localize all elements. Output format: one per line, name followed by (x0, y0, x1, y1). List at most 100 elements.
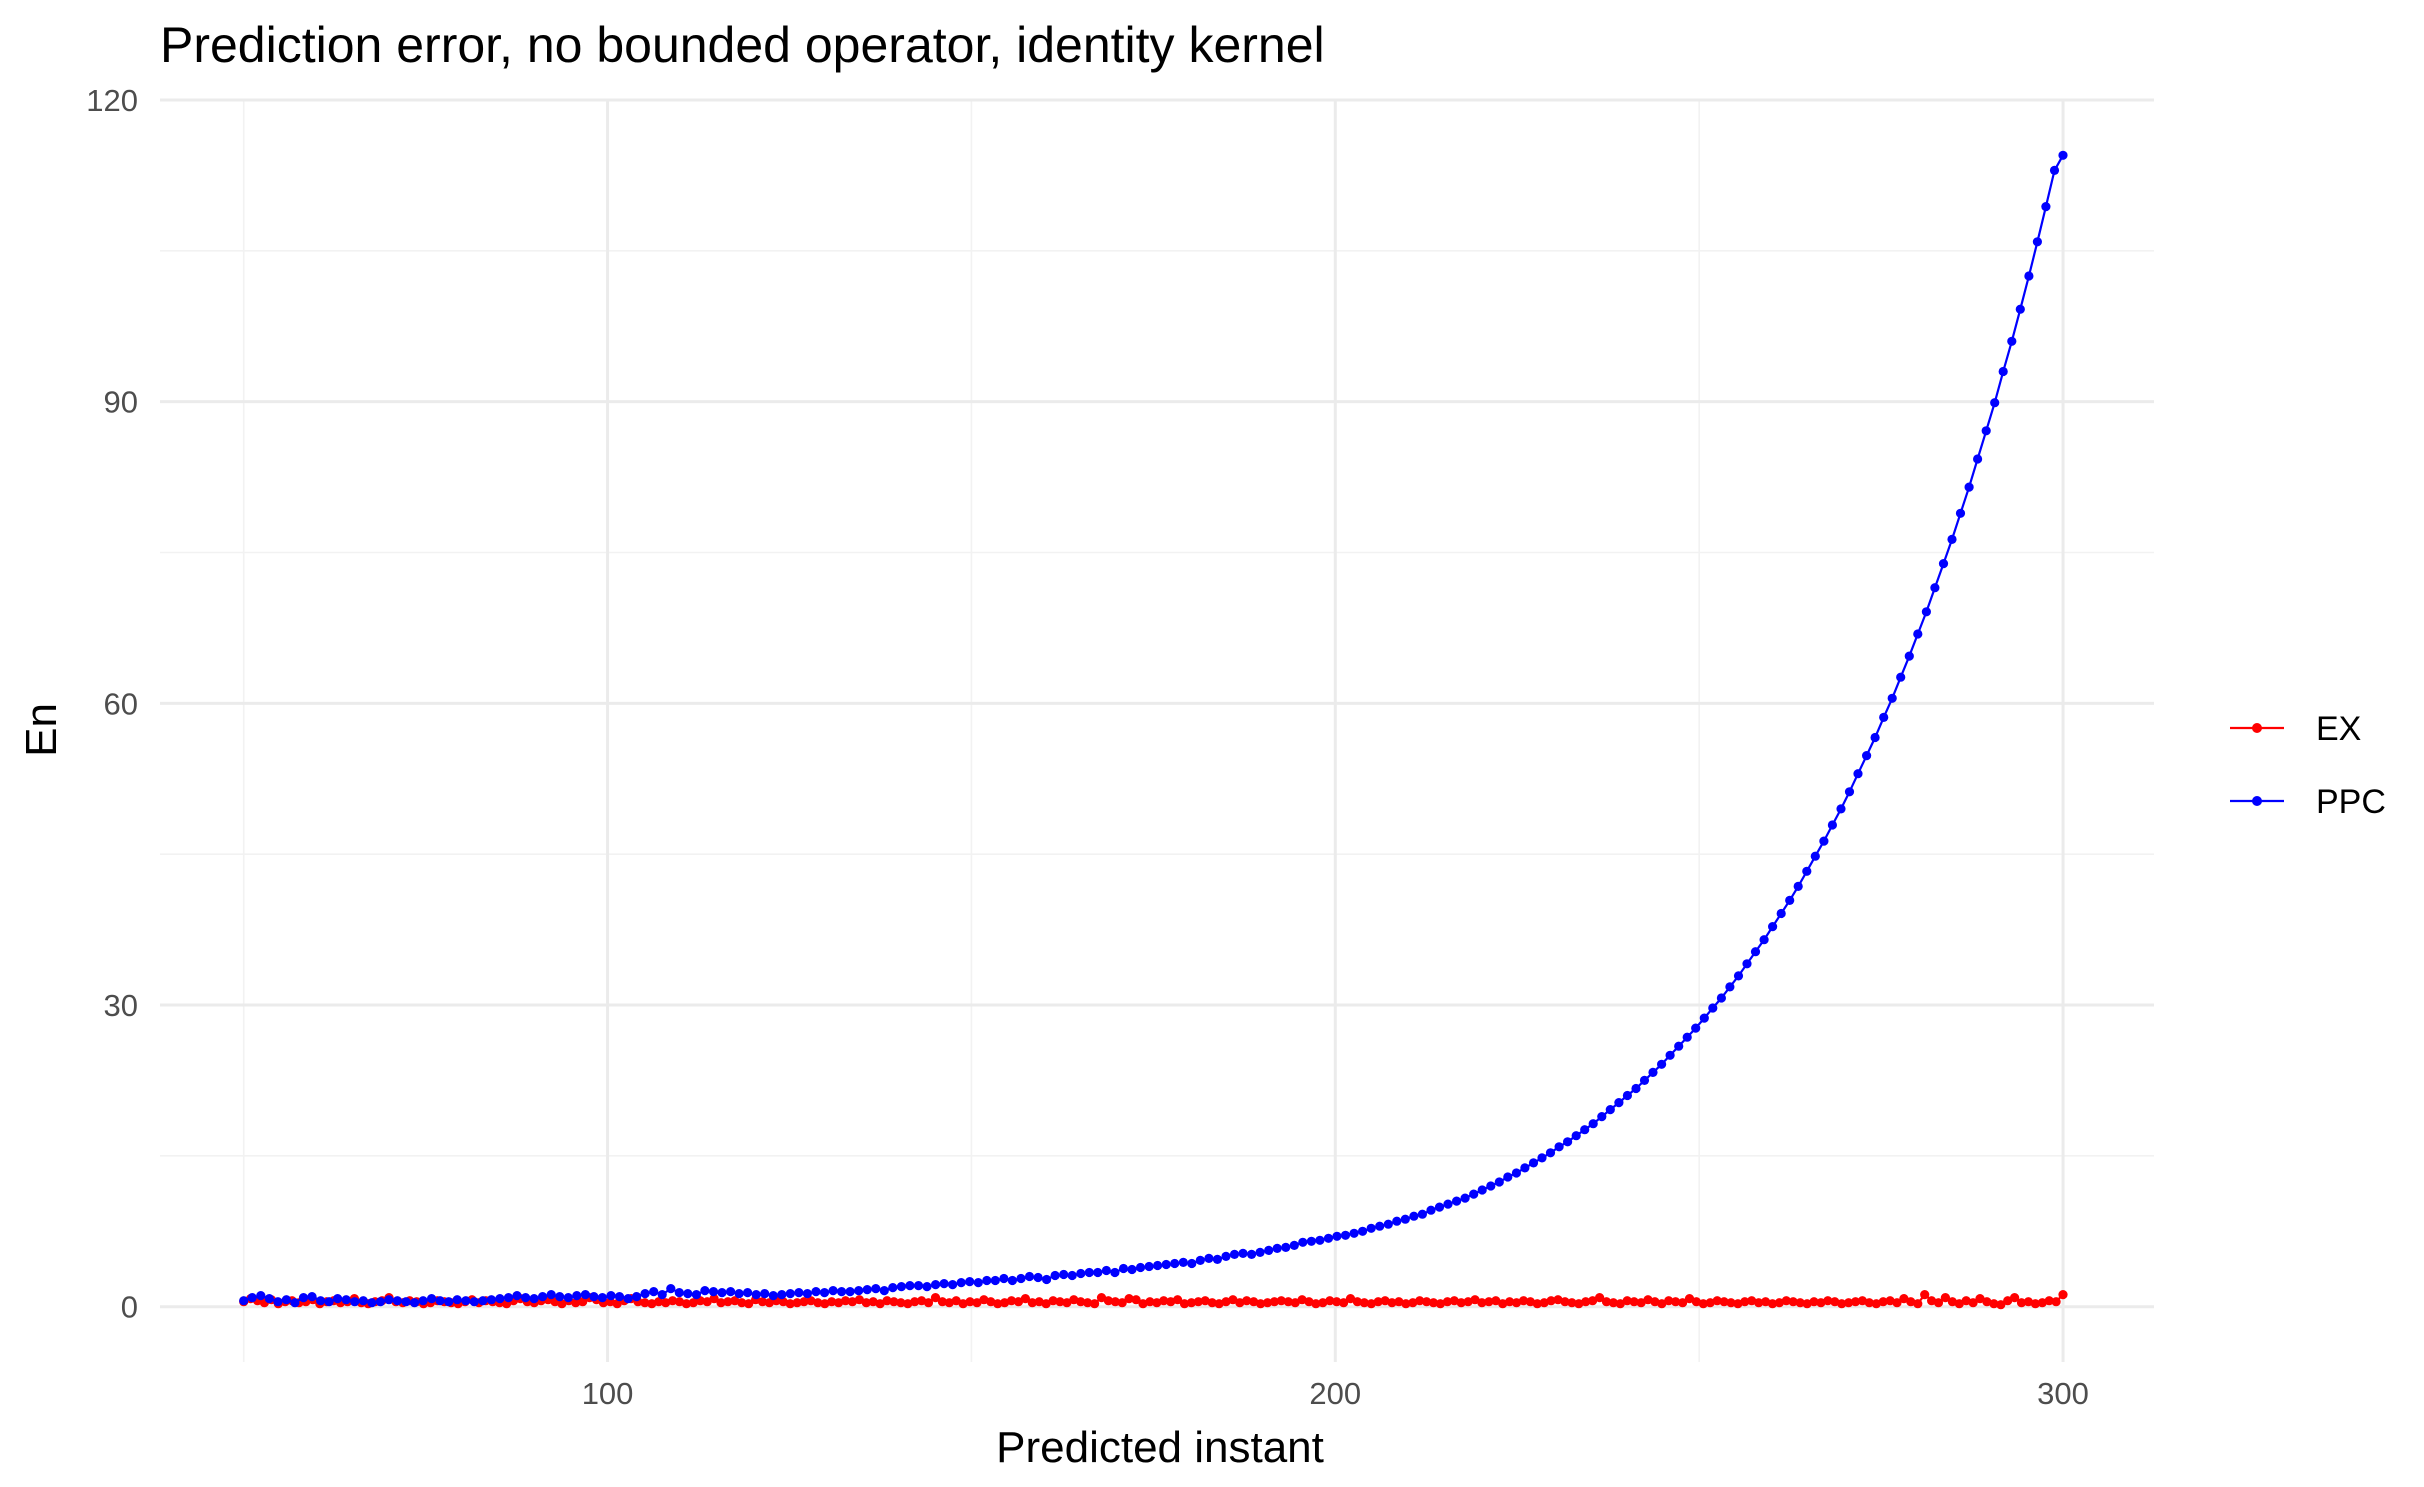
y-axis-title: En (17, 703, 66, 757)
data-point-ex (1062, 1298, 1072, 1308)
data-point-ex (1249, 1297, 1259, 1307)
data-point-ex (1511, 1298, 1522, 1308)
data-point-ppc (1947, 534, 1957, 545)
data-point-ppc (401, 1297, 411, 1307)
data-point-ex (1359, 1298, 1369, 1308)
data-point-ppc (717, 1288, 727, 1298)
data-point-ppc (1110, 1267, 1120, 1278)
data-point-ex (1588, 1296, 1598, 1306)
data-point-ppc (1836, 804, 1846, 814)
data-point-ex (1518, 1296, 1529, 1306)
data-point-ppc (1135, 1262, 1146, 1273)
chart-title: Prediction error, no bounded operator, i… (160, 17, 1325, 73)
data-point-ex (1449, 1296, 1459, 1306)
data-point-ppc (1998, 366, 2008, 377)
data-point-ppc (1930, 583, 1940, 593)
x-tick-label: 100 (582, 1376, 634, 1411)
data-point-ex (840, 1296, 851, 1306)
data-point-ppc (1742, 959, 1752, 969)
data-point-ex (1069, 1295, 1079, 1305)
data-point-ppc (1879, 712, 1889, 723)
data-point-ppc (495, 1294, 505, 1304)
data-point-ex (1754, 1298, 1764, 1308)
data-point-ppc (307, 1292, 317, 1302)
data-point-ex (1546, 1296, 1556, 1306)
data-point-ppc (1639, 1075, 1650, 1085)
data-point-ex (1629, 1297, 1639, 1307)
data-point-ppc (1793, 881, 1803, 892)
data-point-ex (2016, 1298, 2027, 1308)
data-point-ex (1712, 1296, 1722, 1306)
data-point-ex (847, 1297, 858, 1307)
data-point-ppc (802, 1289, 813, 1299)
data-point-ppc (1537, 1153, 1547, 1163)
data-point-ex (1505, 1297, 1515, 1307)
data-point-ppc (341, 1295, 351, 1305)
data-point-ppc (1896, 672, 1906, 682)
data-point-ex (917, 1296, 927, 1306)
data-point-ex (1200, 1296, 1210, 1306)
data-point-ex (1857, 1296, 1867, 1306)
data-point-ex (1871, 1299, 1881, 1309)
data-point-ex (1131, 1295, 1141, 1305)
data-point-ex (1498, 1299, 1508, 1309)
data-point-ex (1159, 1296, 1169, 1306)
y-tick-label: 90 (104, 385, 138, 420)
data-point-ex (930, 1293, 941, 1303)
data-point-ppc (1853, 769, 1863, 779)
data-point-ex (1636, 1298, 1646, 1308)
data-point-ppc (1964, 482, 1974, 492)
minor-gridlines (160, 100, 2154, 1362)
data-point-ex (785, 1299, 795, 1309)
x-tick-label: 200 (1309, 1376, 1361, 1411)
data-point-ex (1823, 1296, 1833, 1306)
data-point-ppc (845, 1287, 855, 1297)
data-point-ppc (1511, 1168, 1521, 1178)
data-point-ex (1643, 1295, 1653, 1305)
data-point-ppc (1674, 1041, 1684, 1051)
data-point-ex (861, 1298, 871, 1308)
data-point-ex (557, 1299, 567, 1309)
data-point-ex (1463, 1297, 1473, 1307)
data-point-ex (1366, 1299, 1376, 1309)
data-point-ppc (1588, 1119, 1598, 1129)
data-point-ppc (358, 1296, 368, 1306)
data-point-ex (654, 1297, 664, 1307)
legend-key-point (2252, 796, 2262, 806)
data-point-ppc (1759, 935, 1769, 945)
data-point-ex (1373, 1297, 1383, 1307)
data-point-ppc (1024, 1271, 1035, 1282)
data-point-ex (1601, 1297, 1612, 1307)
data-point-ppc (1340, 1230, 1351, 1240)
data-point-ex (730, 1296, 740, 1306)
data-point-ex (1691, 1297, 1701, 1307)
data-point-ppc (1042, 1274, 1052, 1285)
data-point-ex (827, 1297, 837, 1307)
data-point-ex (1940, 1293, 1950, 1303)
data-point-ppc (1725, 982, 1735, 992)
data-point-ppc (1229, 1249, 1240, 1259)
data-point-ex (1684, 1294, 1695, 1304)
data-point-ex (1394, 1297, 1404, 1307)
data-point-ppc (649, 1287, 659, 1297)
data-point-ex (1304, 1297, 1314, 1307)
data-point-ppc (1802, 866, 1812, 876)
data-point-ppc (1067, 1270, 1077, 1281)
data-point-ppc (1007, 1275, 1018, 1286)
data-point-ppc (1452, 1196, 1462, 1206)
data-point-ppc (837, 1287, 847, 1297)
data-point-ex (1435, 1299, 1445, 1309)
y-tick-label: 30 (104, 988, 138, 1023)
data-point-ex (1000, 1298, 1010, 1308)
data-point-ex (1380, 1296, 1390, 1306)
data-point-ppc (1657, 1059, 1667, 1069)
data-point-ex (1422, 1297, 1432, 1307)
data-point-ppc (392, 1296, 402, 1306)
data-point-ppc (538, 1292, 548, 1302)
data-point-ex (1844, 1298, 1854, 1308)
data-point-ex (647, 1299, 657, 1309)
data-point-ex (1332, 1297, 1342, 1307)
data-point-ex (2023, 1297, 2033, 1307)
data-point-ppc (298, 1293, 309, 1303)
data-point-ppc (1648, 1067, 1658, 1077)
